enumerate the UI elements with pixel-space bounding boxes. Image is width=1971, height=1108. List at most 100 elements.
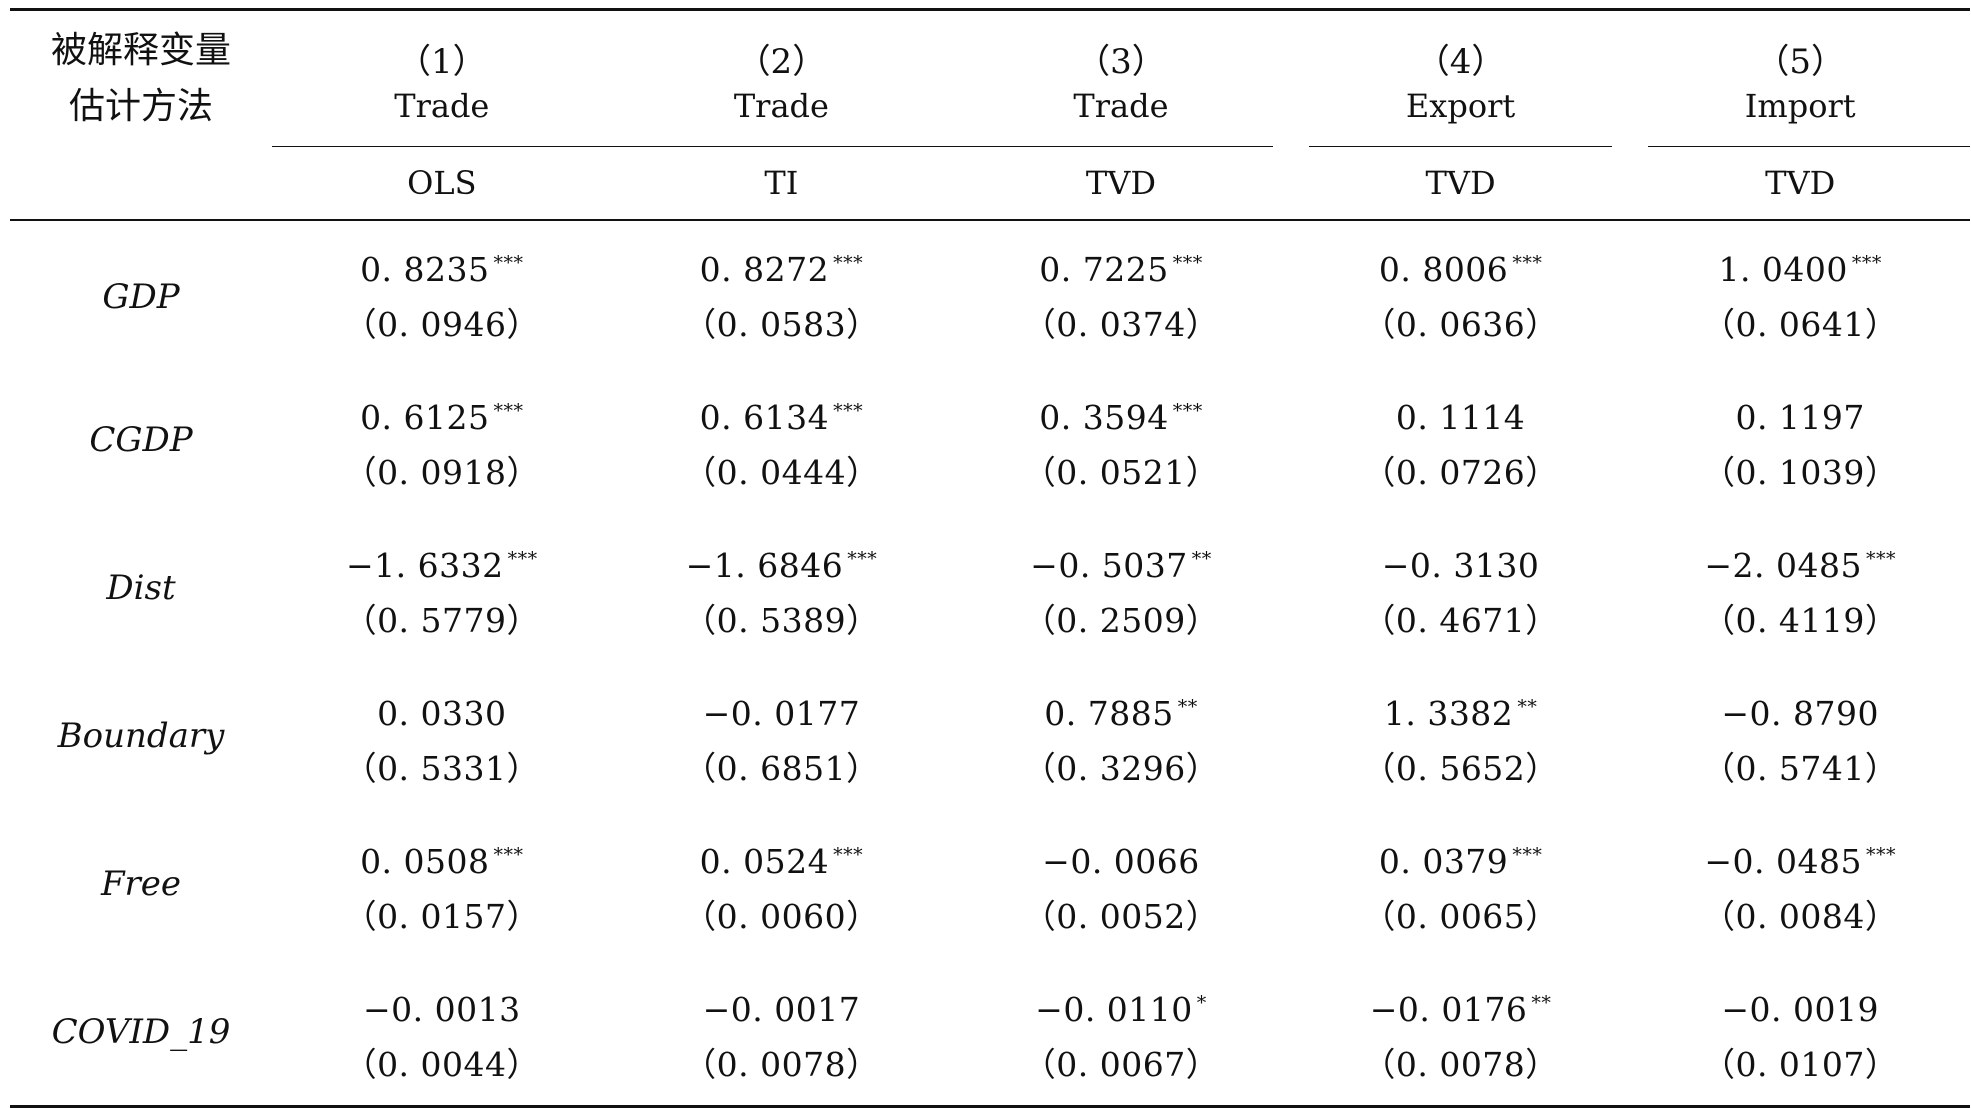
coefficient-cell: −0. 3130 (1291, 529, 1631, 592)
coefficient-value: −0. 0066 (1042, 842, 1200, 881)
variable-name: Boundary (57, 716, 225, 756)
coefficient-value: 0. 1197 (1735, 398, 1865, 437)
coefficient-cell: 0. 0379 *** (1291, 825, 1631, 888)
variable-name: COVID_19 (51, 1012, 231, 1052)
table-row-coefficients: Boundary 0. 0330 −0. 0177 0. 7885 ** 1. 3382 *… (10, 677, 1970, 756)
standard-error-cell: （0. 0636） (1362, 305, 1559, 344)
variable-name: CGDP (89, 420, 193, 460)
significance-stars: *** (833, 252, 864, 274)
column-number: （2） (736, 41, 827, 82)
coefficient-value: −0. 5037 (1030, 546, 1188, 585)
standard-error-cell: （0. 5779） (343, 601, 541, 640)
table-row-standard-errors: （0. 0044） （0. 0078） （0. 0067） （0. 0078） （0. … (10, 1036, 1970, 1091)
standard-error-cell: （0. 0044） (343, 1045, 541, 1084)
coefficient-cell: −0. 0066 (951, 825, 1291, 888)
table-row-coefficients: GDP 0. 8235 *** 0. 8272 *** 0. 7225 *** 0. 8006… (10, 220, 1970, 317)
coefficient-cell: −0. 5037 ** (951, 529, 1291, 592)
coefficient-value: 0. 0379 (1378, 842, 1509, 881)
column-number: （4） (1415, 41, 1506, 82)
coefficient-cell: −0. 0177 (612, 677, 952, 740)
coefficient-value: 0. 8006 (1378, 250, 1509, 289)
coefficient-value: 0. 0524 (699, 842, 830, 881)
column-method: TI (764, 164, 799, 202)
significance-stars: *** (493, 844, 524, 866)
row-spacer-cell (10, 647, 1970, 677)
header-row-numbers: 被解释变量 估计方法 （1） （2） （3） （4） （5） (10, 9, 1970, 127)
significance-stars: *** (1851, 252, 1882, 274)
coefficient-value: 1. 0400 (1718, 250, 1848, 289)
table-row-standard-errors: （0. 0157） （0. 0060） （0. 0052） （0. 0065） （0. … (10, 888, 1970, 943)
significance-stars: *** (1865, 844, 1896, 866)
variable-name: Dist (106, 568, 176, 608)
standard-error-cell: （0. 5652） (1362, 749, 1559, 788)
standard-error-cell: （0. 5741） (1701, 749, 1899, 788)
significance-stars: *** (1865, 548, 1896, 570)
method-row-spacer (10, 147, 272, 220)
coefficient-value: −0. 0177 (702, 694, 861, 733)
coefficient-cell: −1. 6846 *** (612, 529, 952, 592)
standard-error-cell: （0. 0107） (1701, 1045, 1899, 1084)
row-spacer-cell (10, 795, 1970, 825)
coefficient-value: −0. 0017 (702, 990, 861, 1029)
coefficient-cell: 0. 6125 *** (272, 381, 612, 444)
significance-stars: ** (1191, 548, 1212, 570)
row-spacer-end (10, 1091, 1970, 1107)
table-row-standard-errors: （0. 0946） （0. 0583） （0. 0374） （0. 0636） （0. … (10, 296, 1970, 351)
row-spacer-cell (10, 499, 1970, 529)
coefficient-value: −1. 6332 (345, 546, 504, 585)
column-dependent: Import (1630, 87, 1970, 147)
coefficient-cell: 1. 0400 *** (1630, 220, 1970, 296)
coefficient-cell: 0. 1197 (1630, 381, 1970, 444)
standard-error-cell: （0. 0444） (683, 453, 880, 492)
dependent-variable-label: 被解释变量 (50, 30, 231, 71)
coefficient-cell: −0. 0485 *** (1630, 825, 1970, 888)
standard-error-cell: （0. 5389） (683, 601, 880, 640)
coefficient-value: −0. 0019 (1721, 990, 1879, 1029)
significance-stars: *** (1172, 252, 1203, 274)
standard-error-cell: （0. 0065） (1362, 897, 1559, 936)
standard-error-cell: （0. 4119） (1701, 601, 1899, 640)
column-dependent: Trade (272, 87, 612, 147)
coefficient-value: 0. 1114 (1395, 398, 1526, 437)
coefficient-cell: −0. 0110 * (951, 973, 1291, 1036)
standard-error-cell: （0. 0726） (1362, 453, 1559, 492)
coefficient-cell: 0. 8235 *** (272, 220, 612, 296)
significance-stars: ** (1517, 696, 1538, 718)
table-row-standard-errors: （0. 5331） （0. 6851） （0. 3296） （0. 5652） （0. … (10, 740, 1970, 795)
significance-stars: *** (1512, 844, 1543, 866)
standard-error-cell: （0. 0583） (683, 305, 880, 344)
standard-error-cell: （0. 0078） (683, 1045, 880, 1084)
significance-stars: *** (833, 844, 864, 866)
table-body: GDP 0. 8235 *** 0. 8272 *** 0. 7225 *** 0. 8006… (10, 220, 1970, 1107)
standard-error-cell: （0. 3296） (1022, 749, 1220, 788)
standard-error-cell: （0. 0078） (1362, 1045, 1559, 1084)
coefficient-value: −0. 0013 (362, 990, 521, 1029)
standard-error-cell: （0. 0641） (1701, 305, 1899, 344)
column-dependent: Trade (951, 87, 1291, 147)
column-dependent: Export (1291, 87, 1631, 147)
standard-error-cell: （0. 0918） (343, 453, 541, 492)
standard-error-cell: （0. 0067） (1022, 1045, 1220, 1084)
row-spacer (10, 795, 1970, 825)
significance-stars: *** (493, 400, 524, 422)
coefficient-cell: 0. 8006 *** (1291, 220, 1631, 296)
table-row-standard-errors: （0. 5779） （0. 5389） （0. 2509） （0. 4671） （0. … (10, 592, 1970, 647)
coefficient-value: 0. 6125 (360, 398, 490, 437)
coefficient-value: −1. 6846 (685, 546, 844, 585)
coefficient-value: 0. 0508 (360, 842, 490, 881)
coefficient-value: −0. 8790 (1721, 694, 1879, 733)
row-spacer-cell (10, 351, 1970, 381)
coefficient-cell: 0. 3594 *** (951, 381, 1291, 444)
coefficient-value: −2. 0485 (1704, 546, 1862, 585)
significance-stars: *** (507, 548, 538, 570)
coefficient-cell: −2. 0485 *** (1630, 529, 1970, 592)
significance-stars: *** (833, 400, 864, 422)
coefficient-value: −0. 0110 (1035, 990, 1193, 1029)
coefficient-cell: 0. 8272 *** (612, 220, 952, 296)
significance-stars: *** (1172, 400, 1203, 422)
coefficient-cell: −0. 8790 (1630, 677, 1970, 740)
standard-error-cell: （0. 5331） (343, 749, 541, 788)
standard-error-cell: （0. 6851） (683, 749, 880, 788)
standard-error-cell: （0. 0052） (1022, 897, 1220, 936)
coefficient-value: −0. 0485 (1704, 842, 1862, 881)
